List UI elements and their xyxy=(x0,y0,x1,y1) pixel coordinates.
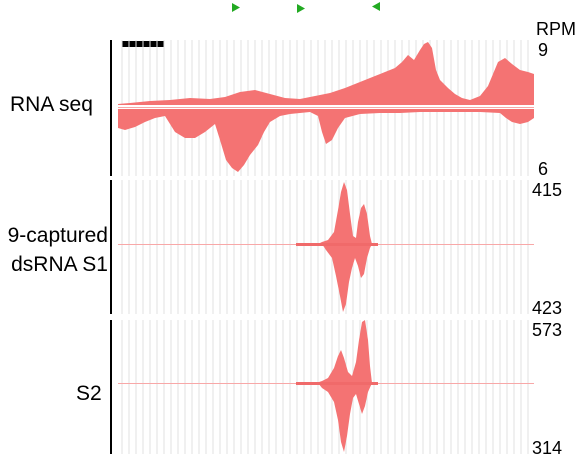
dsrna-s1-top-value: 415 xyxy=(532,180,563,200)
s2-top-value: 573 xyxy=(532,320,563,340)
track-axis-s2 xyxy=(110,320,112,454)
green-arrow-left-icon xyxy=(372,2,380,11)
rna-seq-bottom-value: 6 xyxy=(538,159,549,179)
track-axis-dsrna-s1 xyxy=(110,180,112,314)
dsrna-s1-bottom-value: 423 xyxy=(532,298,563,318)
track-label-dsrna-s1-line2: dsRNA S1 xyxy=(11,253,108,276)
dsrna-s1-gridlines xyxy=(121,180,529,314)
s2-plus-strand-signal xyxy=(316,320,372,383)
s2-baseline xyxy=(296,382,378,385)
green-arrow-right-icon xyxy=(297,4,305,13)
s2-minus-strand-signal xyxy=(318,383,372,452)
s2-bottom-value: 314 xyxy=(532,438,563,458)
track-label-s2: S2 xyxy=(76,382,102,405)
rna-seq-top-value: 9 xyxy=(538,40,549,60)
green-arrow-right-icon xyxy=(232,3,240,12)
rna-seq-annotation-line xyxy=(118,107,534,108)
dsrna-s1-minus-strand-signal xyxy=(322,244,372,312)
track-label-rna-seq: RNA seq xyxy=(10,93,93,116)
track-label-dsrna-s1-line1: 9-captured xyxy=(7,224,108,247)
dsrna-s1-baseline xyxy=(296,243,378,246)
rna-seq-minus-strand-signal xyxy=(118,108,534,172)
rna-seq-plus-strand-signal xyxy=(118,42,534,108)
marker-1 xyxy=(232,2,380,13)
dsrna-s1-plus-strand-signal xyxy=(318,182,372,244)
rpm-unit-label: RPM xyxy=(536,19,576,39)
track-axis-rna-seq xyxy=(110,40,112,176)
